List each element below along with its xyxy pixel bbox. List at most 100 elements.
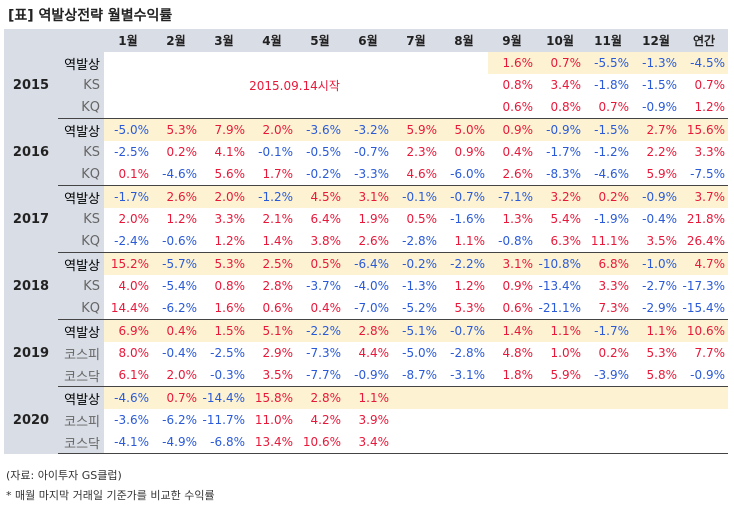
return-cell: -8.7% xyxy=(392,364,440,387)
return-cell: -0.9% xyxy=(632,185,680,208)
year-label: 2020 xyxy=(4,386,58,454)
return-cell: 4.1% xyxy=(214,145,246,159)
return-cell: -1.7% xyxy=(584,319,632,342)
return-cell: -8.3% xyxy=(536,163,584,186)
return-cell: 0.6% xyxy=(488,96,536,119)
row-label: 역발상 xyxy=(58,52,104,74)
empty-cell xyxy=(104,96,152,119)
return-cell: 2.0% xyxy=(248,118,296,141)
return-cell: -6.2% xyxy=(152,297,200,320)
index-row: KQ 0.1% -4.6% 5.6% 1.7% -0.2% -3.3% 4.6% -6.0% 2.… xyxy=(4,163,728,186)
return-cell: -0.9% xyxy=(680,364,728,387)
return-cell: 2.8% xyxy=(296,386,344,409)
month-header: 1월 xyxy=(104,29,152,52)
return-cell: 1.4% xyxy=(248,230,296,253)
return-cell: 6.4% xyxy=(310,212,342,226)
return-cell: 1.8% xyxy=(488,364,536,387)
index-row: KQ 0.6% 0.8% 0.7% -0.9% 1.2% xyxy=(4,96,728,119)
footnote: * 매월 마지막 거래일 기준가를 비교한 수익률 xyxy=(6,489,215,502)
return-cell: 1.3% xyxy=(502,212,534,226)
return-cell: -0.3% xyxy=(200,364,248,387)
return-cell: 5.3% xyxy=(440,297,488,320)
month-header: 7월 xyxy=(392,29,440,52)
strategy-row: 2018 역발상 15.2% -5.7% 5.3% 2.5% 0.5% -6.4% -0.2% -… xyxy=(4,252,728,320)
return-cell: 26.4% xyxy=(680,230,728,253)
return-cell: 3.1% xyxy=(344,185,392,208)
strategy-row: 2017 역발상 -1.7% 2.6% 2.0% -1.2% 4.5% 3.1% -0.1% -0… xyxy=(4,185,728,253)
empty-cell xyxy=(344,96,392,119)
return-cell: -0.2% xyxy=(296,163,344,186)
empty-cell xyxy=(440,431,488,454)
return-cell: -2.5% xyxy=(210,346,245,360)
return-cell: -0.6% xyxy=(152,230,200,253)
return-cell: -3.2% xyxy=(344,118,392,141)
year-label: 2018 xyxy=(4,252,58,320)
empty-cell xyxy=(632,409,680,431)
return-cell: 7.9% xyxy=(200,118,248,141)
return-cell: 4.5% xyxy=(296,185,344,208)
return-cell: -4.6% xyxy=(152,163,200,186)
return-cell: -2.5% xyxy=(114,145,149,159)
return-cell: 3.3% xyxy=(598,279,630,293)
row-label: KQ xyxy=(58,163,104,186)
return-cell: -3.1% xyxy=(440,364,488,387)
return-cell: -4.9% xyxy=(152,431,200,454)
return-cell: 0.8% xyxy=(502,78,534,92)
return-cell: -3.9% xyxy=(584,364,632,387)
return-cell: 0.1% xyxy=(104,163,152,186)
strategy-row: 2015 역발상 1.6% 0.7% -5.5% -1.3% -4.5% xyxy=(4,52,728,119)
index-row: KQ 14.4% -6.2% 1.6% 0.6% 0.4% -7.0% -5.2% 5.3% 0.… xyxy=(4,297,728,320)
return-cell: 0.4% xyxy=(296,297,344,320)
return-cell: -1.5% xyxy=(584,118,632,141)
return-cell: -0.7% xyxy=(440,319,488,342)
return-cell: 3.3% xyxy=(694,145,726,159)
return-cell: 0.9% xyxy=(454,145,486,159)
return-cell: -0.8% xyxy=(488,230,536,253)
return-cell: -1.7% xyxy=(104,185,152,208)
return-cell: 0.6% xyxy=(488,297,536,320)
return-cell: -6.8% xyxy=(200,431,248,454)
index-row: 코스닥 6.1% 2.0% -0.3% 3.5% -7.7% -0.9% -8.7% -3.1%… xyxy=(4,364,728,387)
return-cell: 2.6% xyxy=(488,163,536,186)
return-cell: 2.0% xyxy=(152,364,200,387)
return-cell: -3.7% xyxy=(306,279,341,293)
return-cell: -2.8% xyxy=(392,230,440,253)
return-cell: -3.3% xyxy=(344,163,392,186)
return-cell: 3.3% xyxy=(214,212,246,226)
index-row: KS 4.0% -5.4% 0.8% 2.8% -3.7% -4.0% -1.3% 1.2% 0.… xyxy=(4,275,728,297)
return-cell: 3.5% xyxy=(632,230,680,253)
return-cell: 1.0% xyxy=(550,346,582,360)
empty-cell xyxy=(680,431,728,454)
row-label: 역발상 xyxy=(58,386,104,409)
monthly-returns-table: 1월 2월 3월 4월 5월 6월 7월 8월 9월 10월 11월 12월 연간 2015 역발상 1.6… xyxy=(4,29,728,454)
return-cell: 2.3% xyxy=(406,145,438,159)
return-cell: -2.8% xyxy=(450,346,485,360)
return-cell: -6.0% xyxy=(440,163,488,186)
return-cell: 0.2% xyxy=(584,185,632,208)
return-cell: 6.1% xyxy=(104,364,152,387)
return-cell: 1.6% xyxy=(488,52,536,74)
return-cell: 1.5% xyxy=(200,319,248,342)
index-row: KS 2.0% 1.2% 3.3% 2.1% 6.4% 1.9% 0.5% -1.6% 1.3% 5… xyxy=(4,208,728,230)
empty-cell xyxy=(200,52,248,74)
return-cell: 10.6% xyxy=(680,319,728,342)
empty-cell xyxy=(392,431,440,454)
month-header: 9월 xyxy=(488,29,536,52)
return-cell: -6.4% xyxy=(344,252,392,275)
return-cell: 1.1% xyxy=(536,319,584,342)
return-cell: 2.8% xyxy=(344,319,392,342)
empty-cell xyxy=(248,52,296,74)
empty-cell xyxy=(440,386,488,409)
return-cell: 1.1% xyxy=(632,319,680,342)
return-cell: -6.2% xyxy=(162,413,197,427)
year-label: 2016 xyxy=(4,118,58,186)
return-cell: 3.9% xyxy=(358,413,390,427)
empty-cell xyxy=(200,96,248,119)
return-cell: -7.5% xyxy=(680,163,728,186)
return-cell: 5.3% xyxy=(646,346,678,360)
return-cell: 6.9% xyxy=(104,319,152,342)
return-cell: -0.7% xyxy=(440,185,488,208)
return-cell: 2.1% xyxy=(262,212,294,226)
return-cell: 1.1% xyxy=(344,386,392,409)
return-cell: -5.0% xyxy=(104,118,152,141)
